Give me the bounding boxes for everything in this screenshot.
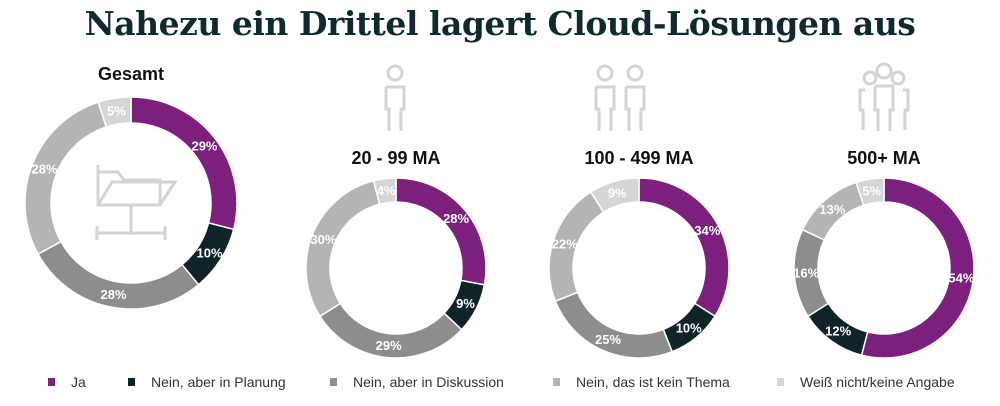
donut-title: 20 - 99 MA — [351, 148, 440, 168]
legend-item: Weiß nicht/keine Angabe — [777, 374, 955, 390]
two-persons-icon — [594, 64, 646, 131]
legend-swatch — [553, 378, 560, 386]
donut-segment — [97, 96, 132, 128]
donut-segment — [554, 291, 674, 359]
folder-network-icon — [95, 165, 178, 240]
legend-label: Ja — [71, 374, 86, 390]
data-label: 30% — [310, 232, 336, 247]
data-label: 28% — [101, 287, 127, 302]
data-label: 9% — [456, 296, 475, 311]
data-label: 29% — [376, 338, 402, 353]
legend-item: Ja — [48, 374, 86, 390]
legend-item: Nein, aber in Diskussion — [330, 374, 504, 390]
data-label: 4% — [377, 183, 396, 198]
legend-swatch — [777, 378, 784, 386]
data-label: 29% — [191, 138, 217, 153]
data-label: 22% — [552, 236, 578, 251]
data-label: 54% — [948, 270, 974, 285]
donut-segment — [589, 177, 640, 214]
data-label: 28% — [443, 211, 469, 226]
data-label: 9% — [608, 186, 627, 201]
legend-item: Nein, das ist kein Thema — [553, 374, 730, 390]
donut-segment — [305, 179, 381, 318]
data-label: 16% — [793, 265, 819, 280]
donut-title: 100 - 499 MA — [584, 148, 693, 168]
legend-label: Nein, aber in Planung — [151, 374, 286, 390]
legend-item: Nein, aber in Planung — [128, 374, 286, 390]
donut-title: Gesamt — [98, 64, 164, 84]
data-label: 5% — [862, 183, 881, 198]
group-icon — [858, 62, 910, 131]
donut-segment — [855, 177, 885, 207]
legend-swatch — [330, 378, 337, 386]
donut-segment — [860, 177, 975, 359]
data-label: 5% — [107, 104, 126, 119]
data-label: 34% — [694, 223, 720, 238]
data-label: 12% — [825, 324, 851, 339]
data-label: 13% — [819, 202, 845, 217]
person-icon — [384, 64, 406, 131]
legend-swatch — [128, 378, 135, 386]
donut-segment — [130, 96, 238, 231]
legend-label: Weiß nicht/keine Angabe — [800, 374, 955, 390]
chart-title: Nahezu ein Drittel lagert Cloud-Lösungen… — [84, 4, 916, 43]
donut-segment — [372, 177, 397, 205]
data-label: 10% — [197, 245, 223, 260]
legend: Ja Nein, aber in Planung Nein, aber in Dis… — [0, 374, 1000, 396]
donut-title: 500+ MA — [847, 148, 921, 168]
data-label: 10% — [676, 321, 702, 336]
legend-label: Nein, das ist kein Thema — [576, 374, 730, 390]
legend-label: Nein, aber in Diskussion — [353, 374, 504, 390]
legend-swatch — [48, 378, 55, 386]
data-label: 28% — [32, 161, 58, 176]
donut-segment — [638, 177, 730, 318]
donut-segment — [395, 177, 487, 286]
donut-segment — [24, 101, 108, 256]
data-label: 25% — [595, 332, 621, 347]
